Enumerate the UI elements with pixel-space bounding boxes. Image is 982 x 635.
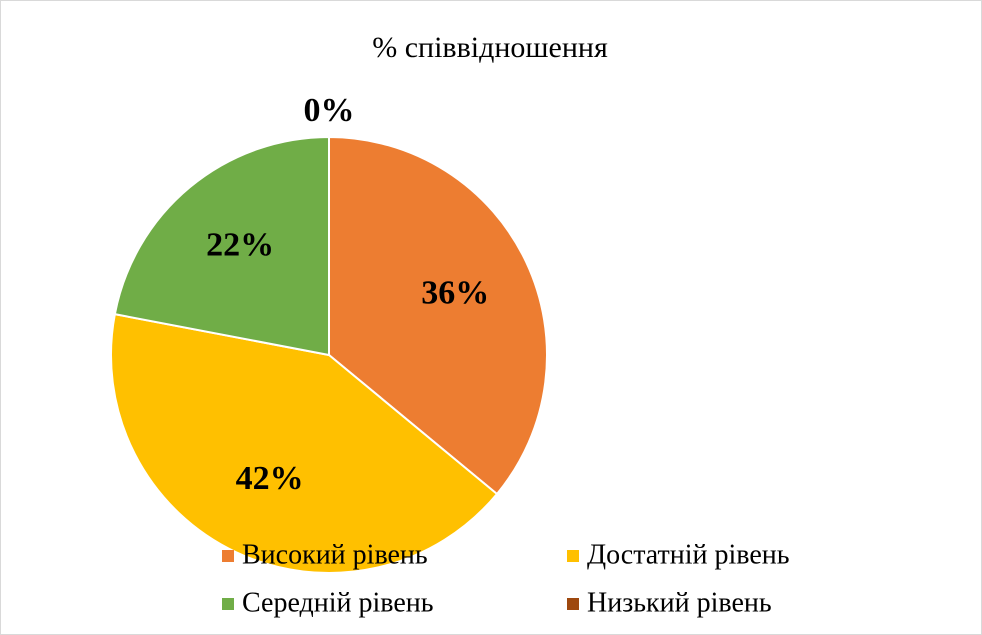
legend-swatch [222, 550, 234, 562]
data-label: 0% [304, 92, 355, 129]
data-label: 36% [421, 274, 489, 311]
legend-label: Низький рівень [587, 587, 772, 618]
legend-label: Середній рівень [242, 587, 434, 618]
pie-slice [328, 135, 548, 496]
legend-swatch [567, 550, 579, 562]
data-label: 42% [236, 460, 304, 497]
chart-title: % співвідношення [372, 31, 608, 64]
legend-label: Високий рівень [242, 539, 428, 570]
legend-label: Достатній рівень [587, 539, 790, 570]
legend-swatch [222, 598, 234, 610]
pie-slice [113, 135, 330, 357]
data-label: 22% [206, 226, 274, 263]
pie-slice [110, 312, 499, 574]
legend-swatch [567, 598, 579, 610]
